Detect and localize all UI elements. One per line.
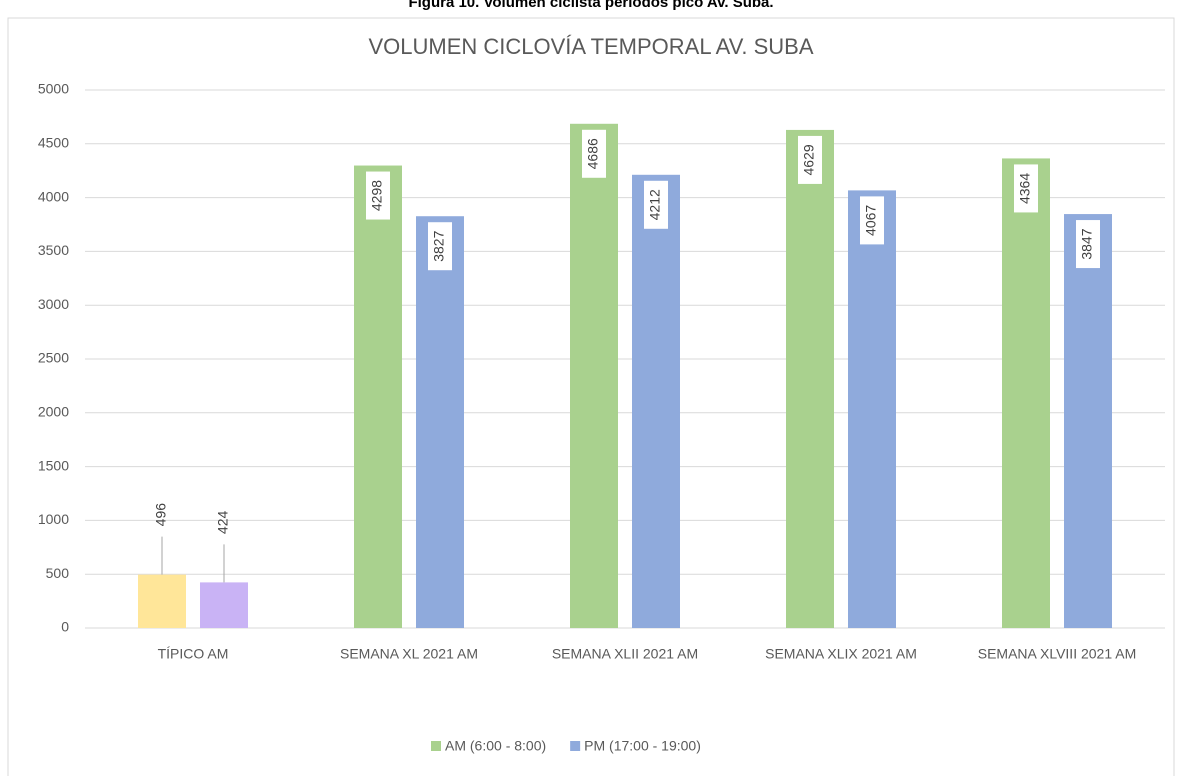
label-box [798,135,822,184]
x-tick-label: SEMANA XL 2021 AM [340,646,478,662]
label-box [1076,220,1100,269]
y-tick-label: 500 [46,565,70,581]
y-tick-label: 2500 [38,350,69,366]
value-label: 4629 [801,144,817,175]
value-label: 3827 [431,230,447,261]
y-tick-label: 2000 [38,404,69,420]
y-tick-label: 1000 [38,511,69,527]
value-label: 4364 [1017,173,1033,204]
x-tick-label: SEMANA XLII 2021 AM [552,646,698,662]
value-label: 4298 [369,180,385,211]
legend-label: PM (17:00 - 19:00) [584,738,701,754]
x-tick-label: SEMANA XLVIII 2021 AM [978,646,1136,662]
chart-frame [7,17,1175,776]
bar [200,582,248,628]
label-box [428,222,452,271]
y-tick-label: 3500 [38,242,69,258]
y-tick-label: 4000 [38,188,69,204]
chart-title: VOLUMEN CICLOVÍA TEMPORAL AV. SUBA [368,34,813,59]
y-tick-label: 1500 [38,457,69,473]
legend-swatch [431,741,441,751]
label-box [644,180,668,229]
bar [1002,158,1050,628]
legend-label: AM (6:00 - 8:00) [445,738,546,754]
bar [416,216,464,629]
bar [354,165,402,628]
bar [848,190,896,628]
value-label: 4212 [647,189,663,220]
y-tick-label: 3000 [38,296,69,312]
label-box [366,171,390,220]
value-label: 424 [215,510,231,534]
value-label: 3847 [1079,228,1095,259]
label-box [1014,164,1038,213]
bar [138,574,186,628]
value-label: 496 [153,503,169,527]
bar [570,123,618,628]
y-tick-label: 4500 [38,135,69,151]
label-box [582,129,606,178]
label-box [860,196,884,245]
y-tick-label: 5000 [38,81,69,97]
value-label: 4067 [863,205,879,236]
caption: Figura 10. Volumen ciclista periodos pic… [408,0,773,11]
x-tick-label: TÍPICO AM [158,646,229,662]
legend-swatch [570,741,581,751]
bar [786,129,834,628]
value-label: 4686 [585,138,601,169]
bar [1064,214,1112,628]
x-tick-label: SEMANA XLIX 2021 AM [765,646,917,662]
y-tick-label: 0 [61,619,69,635]
bar [632,174,680,628]
